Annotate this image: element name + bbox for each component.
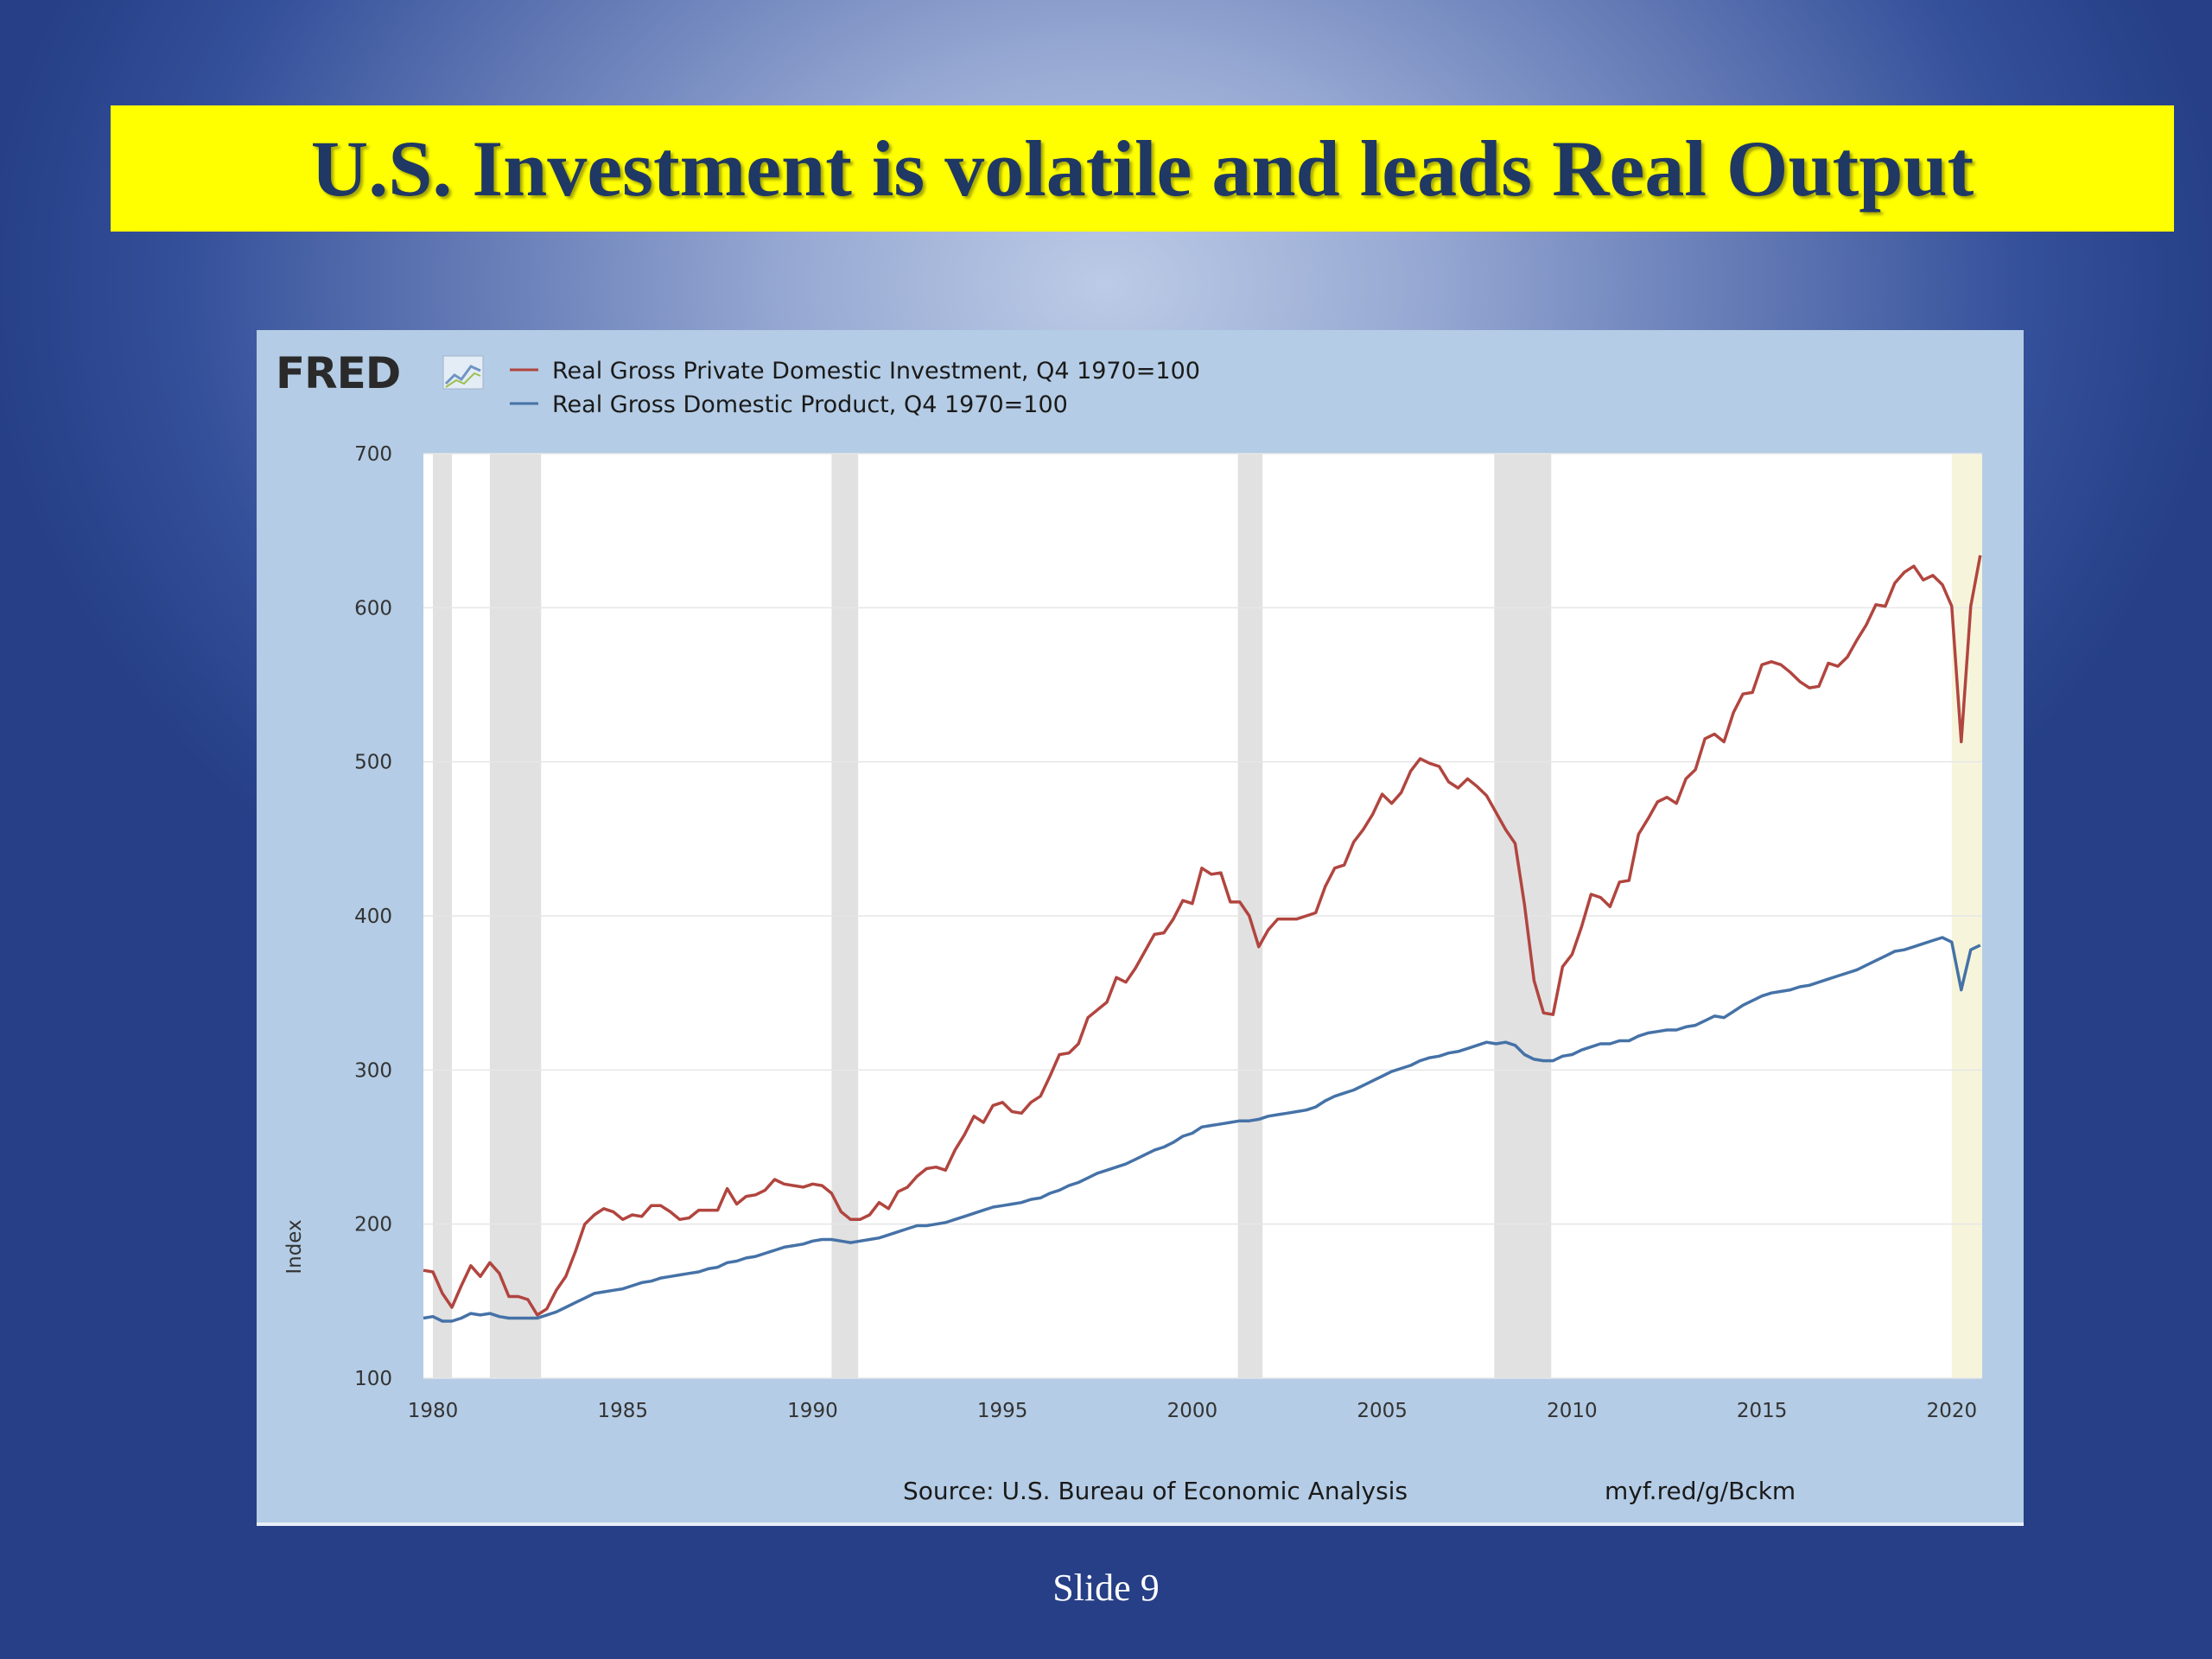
- x-tick-1995: 1995: [977, 1400, 1028, 1422]
- y-tick-100: 100: [354, 1368, 392, 1390]
- fred-logo-graph-icon: [442, 355, 484, 390]
- y-tick-200: 200: [354, 1214, 392, 1236]
- x-tick-1980: 1980: [408, 1400, 459, 1422]
- fred-short-link[interactable]: myf.red/g/Bckm: [1605, 1477, 1796, 1505]
- y-tick-500: 500: [354, 752, 392, 774]
- y-axis-label: Index: [283, 1219, 306, 1274]
- y-tick-700: 700: [354, 443, 392, 466]
- x-tick-1990: 1990: [787, 1400, 838, 1422]
- fred-line-chart: FRED Real Gross Private Domestic Investm…: [276, 348, 1982, 1505]
- y-tick-400: 400: [354, 906, 392, 928]
- y-tick-300: 300: [354, 1059, 392, 1082]
- x-tick-2015: 2015: [1737, 1400, 1788, 1422]
- legend-label-gdp[interactable]: Real Gross Domestic Product, Q4 1970=100: [552, 391, 1068, 418]
- x-tick-2000: 2000: [1167, 1400, 1218, 1422]
- x-tick-2020: 2020: [1927, 1400, 1978, 1422]
- fred-logo[interactable]: FRED: [276, 348, 401, 398]
- slide-number: Slide 9: [1052, 1567, 1160, 1609]
- title-banner: U.S. Investment is volatile and leads Re…: [111, 105, 2174, 232]
- series-lines: [423, 555, 1982, 1323]
- slide-title: U.S. Investment is volatile and leads Re…: [310, 124, 1974, 213]
- x-tick-2005: 2005: [1357, 1400, 1408, 1422]
- y-axis-tick-labels: 100 200 300 400 500 600 700: [354, 443, 392, 1390]
- y-tick-600: 600: [354, 597, 392, 620]
- source-note: Source: U.S. Bureau of Economic Analysis: [903, 1477, 1408, 1505]
- chart-panel: FRED Real Gross Private Domestic Investm…: [257, 330, 2024, 1522]
- x-tick-1985: 1985: [597, 1400, 648, 1422]
- investment-line[interactable]: [423, 555, 1982, 1317]
- x-tick-2010: 2010: [1547, 1400, 1598, 1422]
- gdp-line[interactable]: [423, 936, 1981, 1323]
- x-axis-tick-labels: 1980 1985 1990 1995 2000 2005 2010 2015 2020: [408, 1400, 1977, 1422]
- legend: Real Gross Private Domestic Investment, …: [510, 358, 1200, 418]
- grid-lines: [423, 453, 1982, 1379]
- legend-label-investment[interactable]: Real Gross Private Domestic Investment, …: [552, 358, 1200, 385]
